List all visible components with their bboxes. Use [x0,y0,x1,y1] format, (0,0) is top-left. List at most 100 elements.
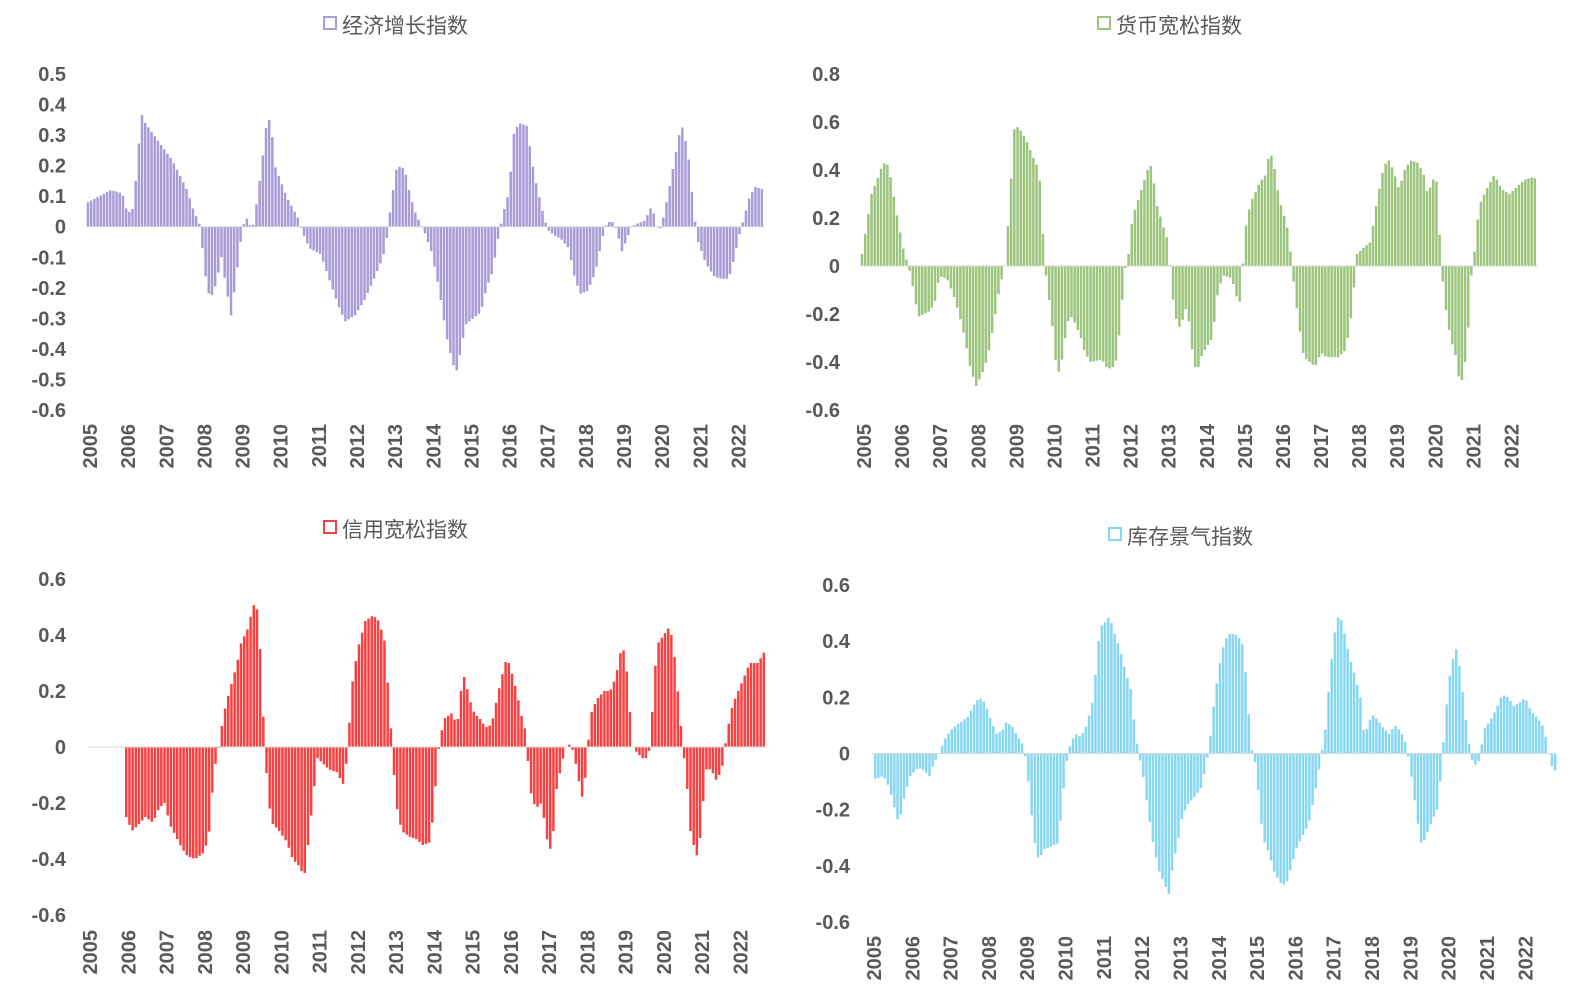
bar [700,226,703,251]
bar [1114,266,1118,361]
bar [1194,266,1197,367]
bar [889,753,893,795]
bar [172,747,176,833]
bar [914,266,918,305]
bar [709,226,713,272]
bar [638,747,641,756]
bar [344,226,347,322]
bar [267,119,271,227]
bar [449,226,452,353]
bar [191,747,195,859]
bar [550,226,554,234]
bar [1143,180,1146,266]
bar [635,747,638,752]
x-tick-label: 2007 [930,424,952,469]
y-tick-label: 0.2 [822,687,850,709]
bar [863,234,867,266]
bar [265,747,268,774]
bar [1121,266,1124,300]
x-tick-label: 2011 [310,930,332,973]
bar [401,167,404,227]
bar [652,213,655,227]
bar [353,226,357,316]
bar [1105,266,1108,368]
bar [1533,178,1537,266]
bar [689,747,692,831]
bar [588,226,592,285]
bar [1076,266,1080,330]
bar [997,266,1000,294]
bar [1378,188,1381,266]
bar [1145,753,1148,801]
bar [1097,641,1100,754]
bar [395,169,398,227]
bar [585,226,589,292]
bar [1407,753,1410,757]
bar [519,123,522,227]
bar [137,143,141,227]
bar [928,753,931,776]
bar [647,747,651,751]
y-tick-label: 0.4 [812,160,841,182]
bar [1202,753,1206,775]
bar [1269,753,1273,861]
bar [1492,176,1495,266]
x-tick-label: 2020 [1425,424,1447,469]
bar [587,739,590,747]
bar [1355,254,1359,266]
bar [657,642,660,747]
bar [1381,172,1384,266]
bar [946,266,949,281]
bar [239,643,243,747]
bar [568,744,571,747]
bar [1110,622,1113,754]
bar [1260,179,1264,266]
bar [1057,266,1061,372]
bar [668,186,671,227]
bar [410,202,414,227]
bar [936,266,940,283]
bar [503,209,506,227]
bar [1054,266,1057,360]
bar [1333,632,1337,754]
bar [1055,753,1059,844]
bar [185,188,188,227]
bar [414,212,417,227]
bar [264,127,268,227]
bar [671,169,675,227]
bar [344,747,348,764]
bar [140,747,144,821]
bar [909,753,912,776]
bar [252,224,255,227]
bar [1422,174,1425,266]
bar [198,223,201,227]
bar [322,747,326,765]
bar [182,747,185,851]
bar [437,747,440,749]
chart-title-text: 库存景气指数 [1127,525,1253,549]
bar [1113,633,1116,754]
bar [482,723,485,747]
bar [1400,180,1403,266]
bar [207,226,211,294]
legend-swatch-icon [1108,527,1122,541]
bar [1081,732,1084,754]
bar [1298,753,1302,842]
bar [979,698,982,754]
bar [1221,647,1225,754]
bar [1391,729,1394,754]
bar [1127,254,1130,266]
bar [987,266,991,351]
bar [1451,658,1455,754]
bar [953,726,957,754]
x-tick-label: 2008 [979,936,1001,981]
bar [873,753,877,779]
bar [673,657,676,747]
bar [1403,170,1406,266]
bar [147,747,150,820]
bar [531,166,535,227]
bar [730,708,734,747]
bar [1279,753,1282,883]
bar [1016,127,1019,266]
bar [404,174,408,227]
